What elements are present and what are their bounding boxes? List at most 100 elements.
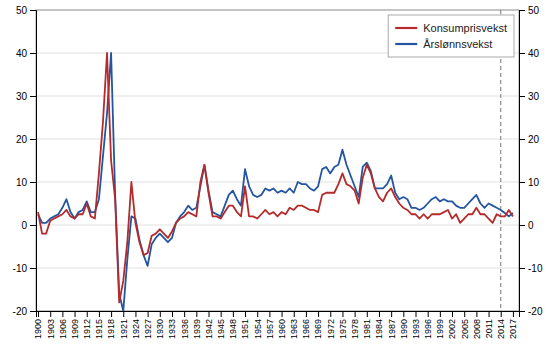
tick-label: 1957 (265, 319, 275, 339)
tick: 30 (519, 91, 540, 102)
tick-mark (99, 311, 100, 317)
tick-mark (519, 268, 525, 269)
tick-label: 1987 (387, 319, 397, 339)
tick: 1930 (155, 311, 165, 339)
tick: 1951 (240, 311, 250, 339)
tick-label: 1960 (277, 319, 287, 339)
tick-label: 2014 (496, 319, 506, 339)
tick: 1972 (326, 311, 336, 339)
tick-mark (30, 139, 36, 140)
tick: 2014 (496, 311, 506, 339)
tick-mark (30, 10, 36, 11)
tick-mark (306, 311, 307, 317)
tick-mark (62, 311, 63, 317)
tick-label: 30 (16, 91, 28, 102)
tick-mark (172, 311, 173, 317)
tick-label: 1990 (399, 319, 409, 339)
tick: 2011 (484, 311, 494, 338)
tick-mark (50, 311, 51, 317)
tick-mark (367, 311, 368, 317)
tick-label: 1939 (192, 319, 202, 339)
tick-label: 1930 (155, 319, 165, 339)
tick: 1945 (216, 311, 226, 339)
tick-label: 2011 (484, 319, 494, 338)
tick-mark (391, 311, 392, 317)
tick-label: 0 (21, 220, 27, 231)
tick: 10 (519, 177, 540, 188)
tick: 1915 (94, 311, 104, 339)
tick-label: 1969 (313, 319, 323, 339)
tick-mark (519, 182, 525, 183)
tick-mark (428, 311, 429, 317)
grid-line (36, 139, 519, 140)
tick: 0 (519, 220, 534, 231)
tick: 1906 (58, 311, 68, 339)
tick-label: 20 (16, 134, 28, 145)
tick: 1984 (374, 311, 384, 339)
tick: 2017 (508, 311, 518, 339)
tick-label: 1900 (33, 319, 43, 339)
legend: Konsumprisvekst Årslønnsvekst (388, 15, 514, 57)
tick-label: 1903 (46, 319, 56, 339)
tick-label: 1921 (119, 319, 129, 339)
tick: 30 (16, 91, 36, 102)
tick-mark (135, 311, 136, 317)
tick-mark (440, 311, 441, 317)
tick-mark (30, 225, 36, 226)
legend-item: Årslønnsvekst (395, 38, 492, 50)
chart-container: 1900190319061909191219151918192119241927… (0, 0, 555, 355)
tick-label: 1984 (374, 319, 384, 339)
tick-label: 40 (16, 48, 28, 59)
tick-mark (519, 311, 525, 312)
tick: 1996 (423, 311, 433, 339)
tick: 1927 (143, 311, 153, 339)
tick: 2008 (472, 311, 482, 339)
tick-mark (30, 311, 36, 312)
tick: 1948 (228, 311, 238, 339)
tick-label: 40 (528, 48, 540, 59)
tick: -20 (13, 306, 36, 317)
tick-mark (184, 311, 185, 317)
tick: 20 (16, 134, 36, 145)
tick-label: 1945 (216, 319, 226, 339)
legend-swatch (395, 27, 417, 29)
tick-mark (196, 311, 197, 317)
legend-label: Konsumprisvekst (423, 22, 507, 34)
tick-label: 0 (528, 220, 534, 231)
tick: 1981 (362, 311, 372, 339)
tick-mark (513, 311, 514, 317)
tick-label: 30 (528, 91, 540, 102)
tick-label: 1999 (435, 319, 445, 339)
tick-label: 1963 (289, 319, 299, 339)
grid-line (36, 225, 519, 226)
tick: 1921 (119, 311, 129, 339)
tick: 1918 (106, 311, 116, 339)
tick: 1912 (82, 311, 92, 339)
axis-line (30, 11, 37, 312)
tick: 1954 (253, 311, 263, 339)
tick-label: 2005 (460, 319, 470, 339)
tick: 1900 (33, 311, 43, 339)
tick-mark (221, 311, 222, 317)
tick-mark (416, 311, 417, 317)
tick-mark (519, 225, 525, 226)
tick: 40 (16, 48, 36, 59)
tick: 50 (519, 5, 540, 16)
grid-line (36, 268, 519, 269)
tick: 50 (16, 5, 36, 16)
tick: 20 (519, 134, 540, 145)
tick-mark (75, 311, 76, 317)
tick-mark (452, 311, 453, 317)
tick-label: 10 (528, 177, 540, 188)
tick-label: 1978 (350, 319, 360, 339)
tick-mark (355, 311, 356, 317)
grid (36, 10, 519, 311)
tick-label: 1912 (82, 319, 92, 339)
tick-label: 1948 (228, 319, 238, 339)
tick: 1903 (46, 311, 56, 339)
y-axis: -20-1001020304050 (13, 5, 37, 317)
tick-mark (111, 311, 112, 317)
tick-mark (342, 311, 343, 317)
tick: 2002 (447, 311, 457, 339)
tick: 1942 (204, 311, 214, 339)
